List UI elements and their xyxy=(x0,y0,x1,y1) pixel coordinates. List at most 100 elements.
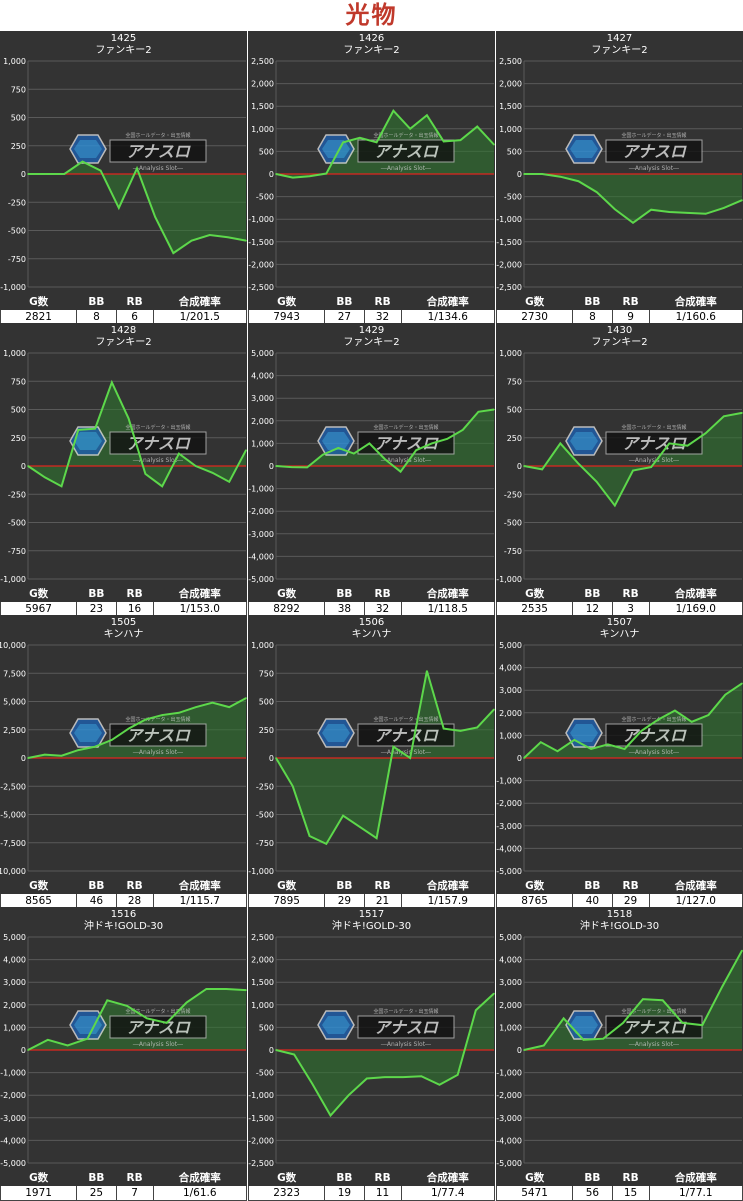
y-tick-label: -1,500 xyxy=(248,238,274,247)
chart-area: 1518 沖ドキ!GOLD-30 5,000 4,000 3,000 2,000 1,000… xyxy=(496,907,743,1169)
machine-number: 1425 xyxy=(110,33,137,44)
data-point xyxy=(701,1024,704,1026)
data-point xyxy=(723,415,725,418)
y-tick-label: 1,500 xyxy=(499,102,522,111)
data-point xyxy=(154,216,156,218)
y-tick-label: -5,000 xyxy=(0,1159,26,1168)
y-tick-label: -250 xyxy=(504,490,522,499)
stats-header: BB xyxy=(572,1169,613,1186)
machine-model: ファンキー2 xyxy=(591,337,648,348)
y-tick-label: 1,000 xyxy=(499,349,522,358)
series-area xyxy=(276,670,494,844)
data-point xyxy=(111,381,113,384)
stats-header: BB xyxy=(76,293,117,310)
data-point xyxy=(178,452,180,455)
svg-text:アナスロ: アナスロ xyxy=(126,1018,191,1037)
y-tick-label: 3,000 xyxy=(251,394,274,403)
stats-header: RB xyxy=(115,1169,154,1186)
stats-table: G数 BB RB 合成確率 8565 46 28 1/115.7 xyxy=(0,877,247,909)
machine-number: 1506 xyxy=(358,617,385,628)
machine-model: キンハナ xyxy=(599,629,640,640)
machine-model: キンハナ xyxy=(351,629,392,640)
data-point xyxy=(523,465,525,467)
y-tick-label: -1,000 xyxy=(496,1069,522,1078)
svg-text:全国ホールデータ・出玉情報: 全国ホールデータ・出玉情報 xyxy=(125,1008,190,1015)
y-tick-label: 500 xyxy=(11,114,26,123)
stats-header: RB xyxy=(363,585,402,602)
y-tick-label: -500 xyxy=(8,227,26,236)
data-point xyxy=(426,670,428,672)
data-point xyxy=(43,753,46,756)
data-point xyxy=(559,442,562,445)
y-tick-label: -1,000 xyxy=(496,777,522,786)
data-point xyxy=(674,709,676,712)
stats-header: 合成確率 xyxy=(648,585,743,602)
stats-table: G数 BB RB 合成確率 8292 38 32 1/118.5 xyxy=(247,585,495,617)
y-tick-label: -2,000 xyxy=(248,260,274,269)
y-tick-label: -4,000 xyxy=(248,552,274,561)
y-tick-label: -500 xyxy=(256,193,274,202)
stats-games: 5967 xyxy=(0,601,78,617)
chart-area: 1425 ファンキー2 1,000 750 500 250 0 -250 -500 -750 -1,… xyxy=(0,31,247,293)
data-point xyxy=(456,1074,459,1076)
data-point xyxy=(556,750,559,753)
chart-panel: 1430 ファンキー2 1,000 750 500 250 0 -250 -500 -750 -1,… xyxy=(495,323,743,617)
y-tick-label: 0 xyxy=(517,1046,522,1055)
stats-header: 合成確率 xyxy=(648,293,743,310)
data-point xyxy=(650,208,652,211)
data-point xyxy=(325,843,328,845)
data-point xyxy=(86,1037,89,1040)
y-tick-label: 250 xyxy=(259,726,274,735)
page-title: 光物 xyxy=(345,1,398,29)
y-tick-label: 1,000 xyxy=(499,125,522,134)
stats-header: G数 xyxy=(495,1169,574,1186)
data-point xyxy=(245,989,247,991)
svg-text:アナスロ: アナスロ xyxy=(374,142,439,161)
stats-header: G数 xyxy=(247,293,326,310)
series-area xyxy=(28,382,246,487)
stats-rb: 9 xyxy=(611,309,650,325)
y-tick-label: 2,000 xyxy=(251,956,274,965)
y-tick-label: -2,500 xyxy=(0,782,26,791)
y-tick-label: 1,000 xyxy=(251,439,274,448)
analysis-slot-logo: アナスロ ―Analysis Slot― 全国ホールデータ・出玉情報 xyxy=(317,716,455,756)
data-point xyxy=(623,748,626,750)
y-tick-label: 3,000 xyxy=(499,978,522,987)
svg-text:―Analysis Slot―: ―Analysis Slot― xyxy=(133,457,183,464)
data-point xyxy=(194,465,197,467)
data-point xyxy=(661,999,664,1002)
y-tick-label: 2,500 xyxy=(499,57,522,66)
stats-header: RB xyxy=(363,877,402,894)
data-point xyxy=(194,706,197,708)
svg-text:全国ホールデータ・出玉情報: 全国ホールデータ・出玉情報 xyxy=(125,424,190,431)
y-tick-label: 1,000 xyxy=(3,349,26,358)
stats-rb: 7 xyxy=(115,1185,154,1201)
svg-text:全国ホールデータ・出玉情報: 全国ホールデータ・出玉情報 xyxy=(621,132,686,139)
analysis-slot-logo: アナスロ ―Analysis Slot― 全国ホールデータ・出玉情報 xyxy=(69,132,207,172)
y-tick-label: 0 xyxy=(21,754,26,763)
y-tick-label: 500 xyxy=(507,406,522,415)
chart-panel: 1425 ファンキー2 1,000 750 500 250 0 -250 -500 -750 -1,… xyxy=(0,31,247,325)
stats-header: 合成確率 xyxy=(152,293,247,310)
svg-text:アナスロ: アナスロ xyxy=(374,726,439,745)
analysis-slot-logo: アナスロ ―Analysis Slot― 全国ホールデータ・出玉情報 xyxy=(69,716,207,756)
stats-games: 8565 xyxy=(0,893,78,909)
y-tick-label: -5,000 xyxy=(248,575,274,584)
stats-rb: 11 xyxy=(363,1185,402,1201)
stats-header: RB xyxy=(611,293,650,310)
chart-panel: 1429 ファンキー2 5,000 4,000 3,000 2,000 1,000 0 -1,0… xyxy=(247,323,495,617)
data-point xyxy=(60,485,63,488)
chart-panel: 1426 ファンキー2 2,500 2,000 1,500 1,000 500 0 -500 -1… xyxy=(247,31,495,325)
stats-bb: 56 xyxy=(572,1185,613,1201)
data-point xyxy=(442,140,445,143)
data-point xyxy=(523,173,525,175)
y-tick-label: 7,500 xyxy=(3,669,26,678)
y-tick-label: -3,000 xyxy=(496,1114,522,1123)
y-tick-label: -4,000 xyxy=(496,844,522,853)
machine-model: 沖ドキ!GOLD-30 xyxy=(579,921,660,932)
stats-header: G数 xyxy=(0,877,78,894)
stats-prob: 1/61.6 xyxy=(152,1185,247,1201)
data-point xyxy=(541,173,543,175)
stats-header: RB xyxy=(611,877,650,894)
stats-header: 合成確率 xyxy=(400,877,495,894)
